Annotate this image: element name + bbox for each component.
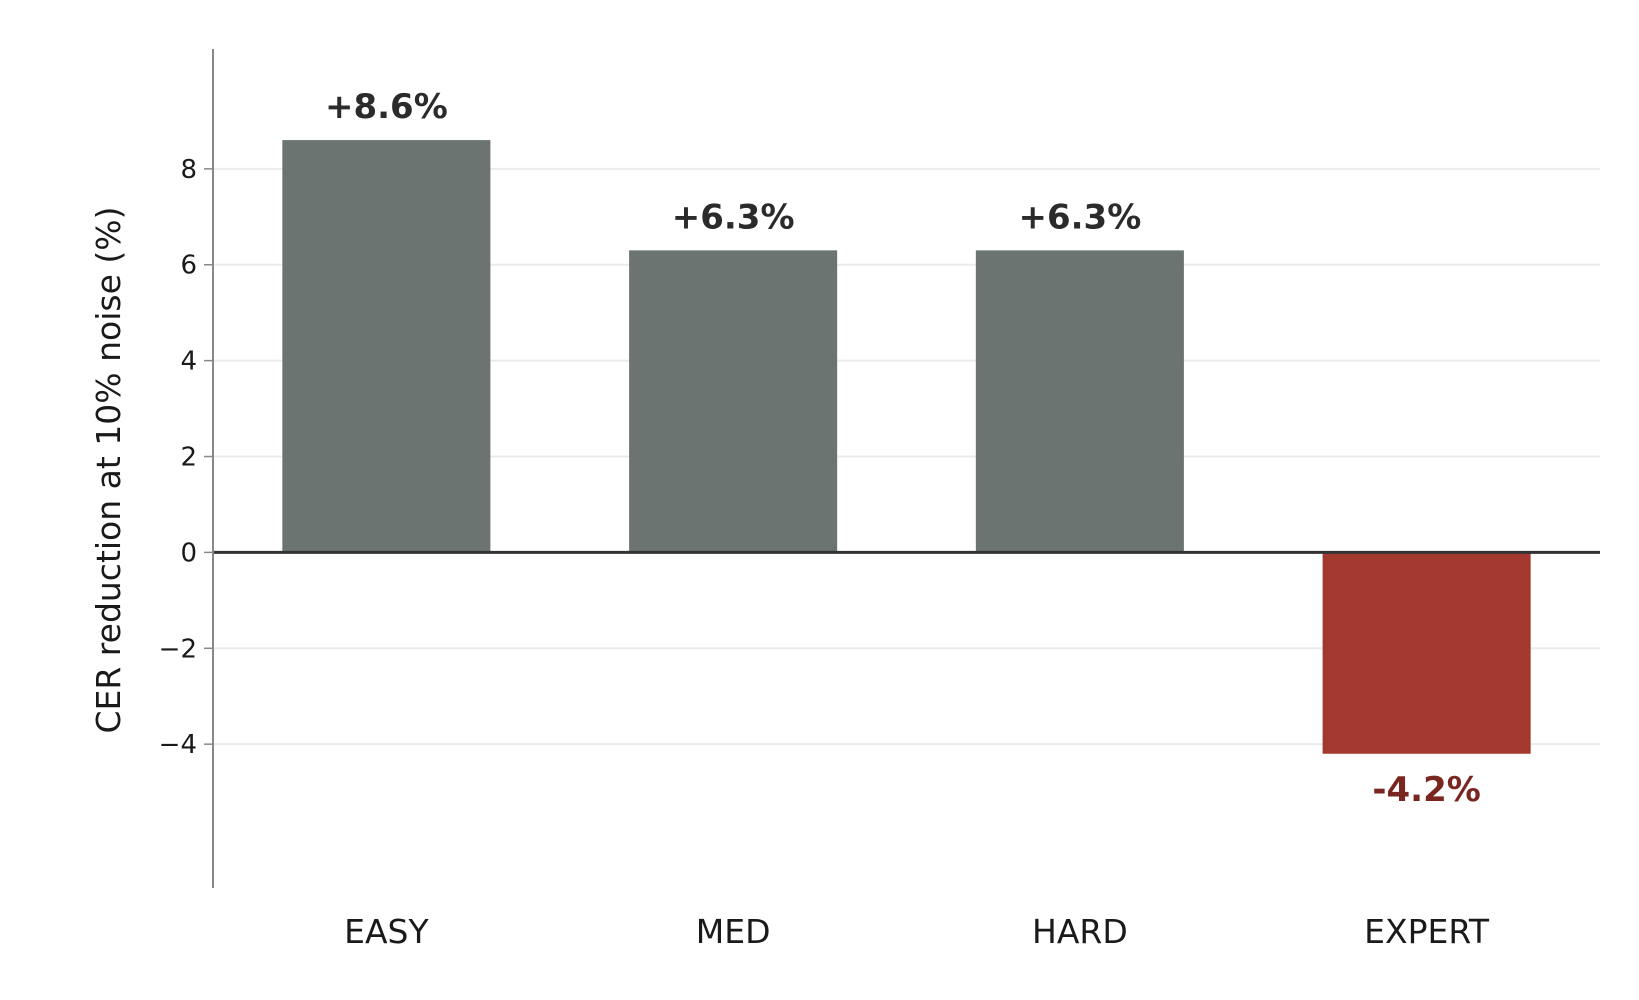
bar-hard (975, 250, 1184, 553)
y-ticks: −4 −2 0 2 4 6 8 (159, 155, 213, 760)
y-tick-label: 2 (180, 443, 197, 473)
y-tick-label: 4 (180, 347, 197, 377)
x-tick-label: HARD (1032, 912, 1128, 951)
data-label-easy: +8.6% (325, 87, 448, 127)
x-tick-label: EASY (344, 912, 429, 951)
bar-easy (282, 140, 491, 553)
y-axis-label: CER reduction at 10% noise (%) (89, 206, 128, 733)
data-label-expert: -4.2% (1372, 770, 1480, 810)
data-labels: +8.6% +6.3% +6.3% -4.2% (325, 87, 1481, 810)
data-label-med: +6.3% (672, 197, 795, 237)
y-tick-label: 0 (180, 538, 197, 568)
y-tick-label: −4 (159, 730, 197, 760)
y-tick-label: −2 (159, 634, 197, 664)
y-tick-label: 6 (180, 251, 197, 281)
bars (282, 140, 1531, 754)
data-label-hard: +6.3% (1018, 197, 1141, 237)
bar-med (629, 250, 838, 553)
x-tick-label: MED (696, 912, 771, 951)
x-tick-label: EXPERT (1364, 912, 1490, 951)
category-labels: EASY MED HARD EXPERT (344, 912, 1490, 951)
bar-expert (1322, 552, 1531, 754)
y-tick-label: 8 (180, 155, 197, 185)
